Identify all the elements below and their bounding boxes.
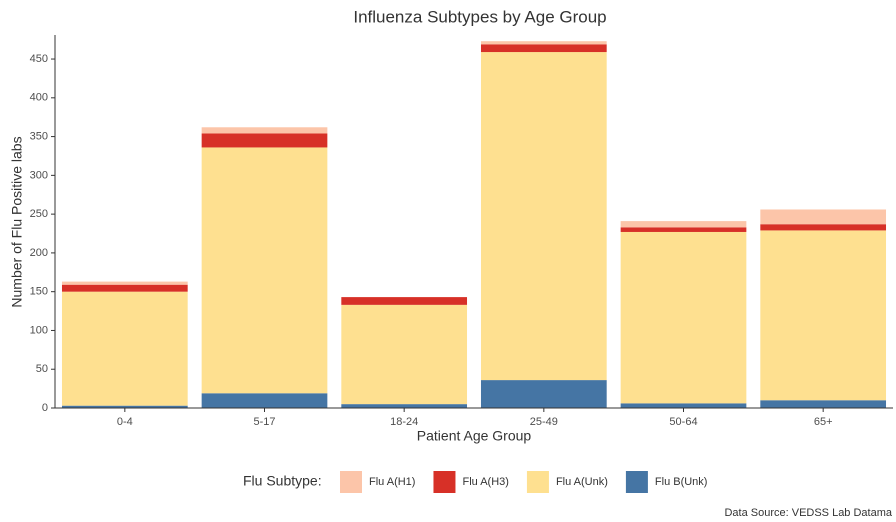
bar-segment [61, 281, 188, 285]
bar-segment [480, 52, 607, 381]
legend-label: Flu B(Unk) [655, 476, 708, 488]
chart-title: Influenza Subtypes by Age Group [353, 7, 606, 26]
y-tick-label: 250 [30, 208, 48, 220]
bar-segment [341, 304, 468, 405]
bar-segment [480, 44, 607, 53]
y-tick-label: 0 [42, 402, 48, 414]
y-tick-label: 100 [30, 324, 48, 336]
bar-segment [480, 41, 607, 45]
bar-segment [620, 227, 747, 232]
x-tick-label: 18-24 [390, 416, 418, 428]
x-axis-title: Patient Age Group [417, 428, 532, 444]
y-tick-label: 350 [30, 130, 48, 142]
bar-segment [201, 147, 328, 394]
x-tick-label: 50-64 [669, 416, 697, 428]
bar-segment [480, 380, 607, 408]
legend-label: Flu A(Unk) [556, 476, 608, 488]
x-tick-label: 25-49 [530, 416, 558, 428]
bar-segment [760, 230, 887, 401]
bar-segment [341, 404, 468, 408]
x-tick-label: 65+ [814, 416, 833, 428]
bar-segment [61, 284, 188, 292]
y-tick-label: 400 [30, 92, 48, 104]
legend-swatch [340, 471, 362, 493]
bar-segment [61, 291, 188, 406]
source-note: Data Source: VEDSS Lab Datama [724, 507, 892, 519]
bar-segment [341, 297, 468, 305]
bar-segment [61, 405, 188, 408]
legend-swatch [625, 471, 648, 493]
bar-segment [201, 133, 328, 148]
y-tick-label: 200 [30, 247, 48, 259]
bar-segment [760, 400, 887, 408]
y-tick-label: 150 [30, 286, 48, 298]
y-tick-label: 450 [30, 53, 48, 65]
x-tick-label: 0-4 [117, 416, 133, 428]
bar-segment [620, 403, 747, 408]
bar-segment [201, 393, 328, 408]
legend-swatch [433, 471, 456, 493]
y-tick-label: 50 [36, 363, 48, 375]
legend-label: Flu A(H3) [462, 476, 508, 488]
y-tick-label: 300 [30, 169, 48, 181]
x-tick-label: 5-17 [253, 416, 275, 428]
bar-segment [201, 127, 328, 134]
legend-swatch [526, 471, 549, 493]
bar-segment [760, 209, 887, 225]
legend-title: Flu Subtype: [243, 473, 322, 489]
legend-label: Flu A(H1) [369, 476, 415, 488]
bar-segment [760, 224, 887, 231]
bar-segment [620, 231, 747, 404]
bar-segment [620, 221, 747, 228]
y-axis-title: Number of Flu Positive labs [9, 136, 25, 307]
